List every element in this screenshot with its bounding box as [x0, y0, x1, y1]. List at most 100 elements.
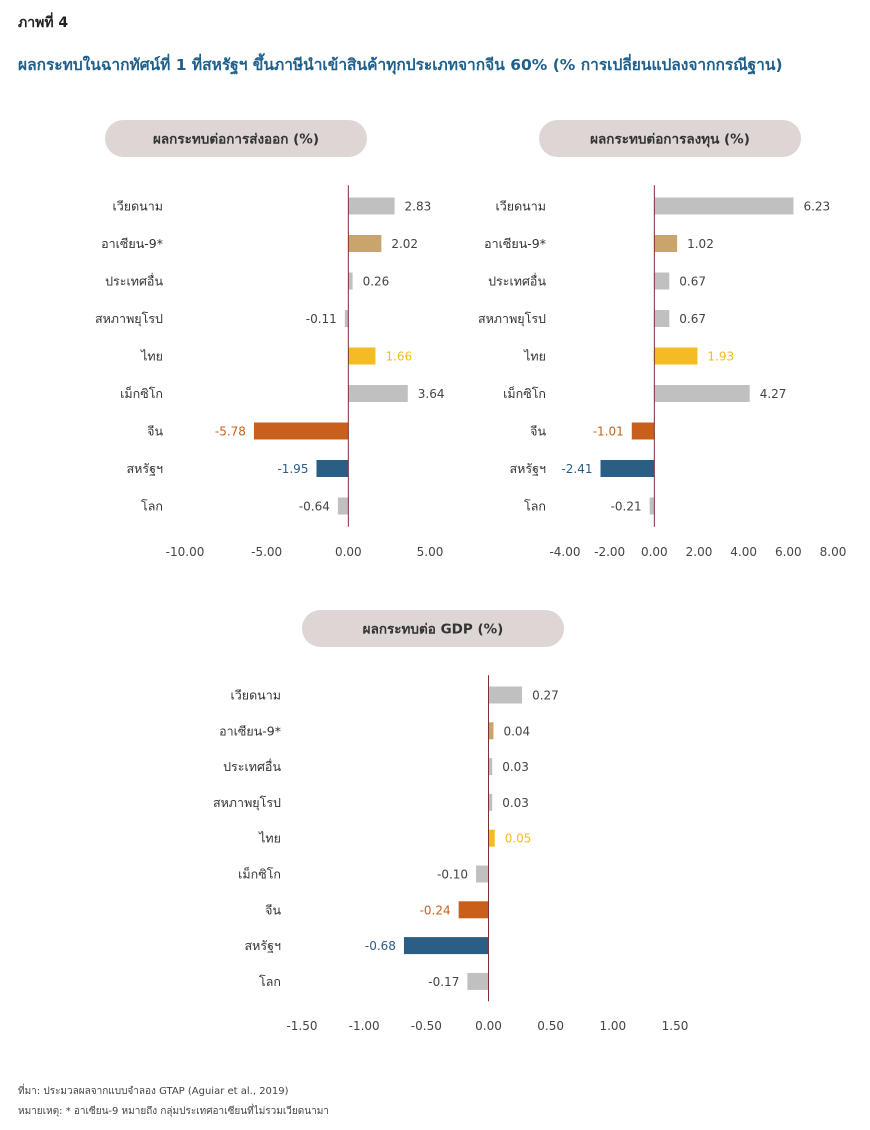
chart2-tick-label: -4.00	[549, 545, 580, 559]
chart1-category-label: สหภาพยุโรป	[95, 311, 163, 327]
chart3-value-label: 0.27	[532, 689, 559, 703]
chart1-bar	[253, 422, 349, 440]
chart3-value-label: -0.24	[420, 903, 451, 917]
chart3-bar	[403, 937, 489, 955]
chart3-bar	[488, 793, 493, 811]
chart3-bar	[458, 901, 489, 919]
chart3-category-label: จีน	[265, 902, 281, 917]
chart3-title-pill	[302, 610, 564, 647]
chart1-category-label: ประเทศอื่น	[105, 273, 163, 289]
chart1-value-label: 3.64	[418, 387, 445, 401]
chart3-value-label: 0.03	[502, 760, 529, 774]
chart1-category-label: สหรัฐฯ	[127, 461, 164, 476]
chart3-tick-label: 0.50	[537, 1019, 564, 1033]
chart3-category-label: โลก	[259, 974, 281, 989]
chart2-category-label: อาเซียน-9*	[484, 236, 546, 251]
chart1-tick-label: 5.00	[417, 545, 444, 559]
chart1-value-label: 2.83	[405, 200, 432, 214]
figure-title: ผลกระทบในฉากทัศน์ที่ 1 ที่สหรัฐฯ ขึ้นภาษ…	[18, 56, 783, 74]
chart2-category-label: สหภาพยุโรป	[478, 311, 546, 327]
chart2-value-label: -2.41	[561, 462, 592, 476]
chart2-category-label: ประเทศอื่น	[488, 273, 546, 289]
chart2-category-label: ไทย	[523, 349, 546, 364]
chart2-bar	[654, 272, 670, 290]
chart2-bar	[654, 310, 670, 327]
chart3-category-label: อาเซียน-9*	[219, 723, 281, 738]
chart3-bar	[476, 865, 489, 883]
chart3-bar	[488, 686, 523, 704]
chart3-tick-label: -1.50	[286, 1019, 317, 1033]
chart3-value-label: -0.17	[428, 975, 459, 989]
chart3-tick-label: 1.50	[662, 1019, 689, 1033]
chart3-tick-label: -0.50	[411, 1019, 442, 1033]
chart3-value-label: -0.10	[437, 868, 468, 882]
chart1-value-label: -0.11	[306, 312, 337, 326]
chart3-value-label: -0.68	[365, 939, 396, 953]
chart3-bar	[488, 722, 494, 740]
chart1-bar	[348, 272, 353, 290]
chart1-value-label: -1.95	[277, 462, 308, 476]
chart2-bar	[654, 385, 750, 402]
chart2-bar	[654, 235, 678, 252]
chart2-tick-label: -2.00	[594, 545, 625, 559]
chart1-category-label: ไทย	[140, 349, 163, 364]
chart3-bar	[488, 829, 495, 847]
chart2-title-pill	[539, 120, 801, 157]
chart2-value-label: 0.67	[679, 275, 706, 289]
source-note: ที่มา: ประมวลผลจากแบบจำลอง GTAP (Aguiar …	[18, 1086, 289, 1097]
chart1-category-label: เวียดนาม	[112, 199, 163, 214]
chart1-category-label: เม็กซิโก	[120, 386, 163, 401]
chart2-tick-label: 4.00	[730, 545, 757, 559]
chart3-title: ผลกระทบต่อ GDP (%)	[363, 622, 504, 638]
chart1-title: ผลกระทบต่อการส่งออก (%)	[153, 132, 319, 148]
chart3-value-label: 0.05	[505, 832, 532, 846]
chart3-bar	[488, 758, 493, 776]
chart1-title-pill	[105, 120, 367, 157]
chart2-value-label: -0.21	[611, 500, 642, 514]
chart1-bar	[348, 197, 395, 215]
chart1-value-label: -0.64	[299, 500, 330, 514]
chart1-bar	[337, 497, 349, 515]
chart1-value-label: 2.02	[391, 237, 418, 251]
chart2-bar	[649, 497, 655, 515]
chart1-tick-label: -10.00	[166, 545, 205, 559]
chart2-title: ผลกระทบต่อการลงทุน (%)	[590, 132, 750, 148]
chart2-bar	[654, 347, 698, 365]
chart2-tick-label: 2.00	[686, 545, 713, 559]
chart3-category-label: สหรัฐฯ	[245, 938, 282, 953]
chart1-bar	[344, 310, 349, 327]
chart3-tick-label: 1.00	[599, 1019, 626, 1033]
chart2-value-label: -1.01	[593, 425, 624, 439]
chart1-category-label: จีน	[147, 424, 163, 439]
chart1-category-label: อาเซียน-9*	[101, 236, 163, 251]
chart2-bar	[631, 422, 655, 440]
chart1-tick-label: 0.00	[335, 545, 362, 559]
chart1-bar	[348, 385, 408, 402]
chart3-category-label: เวียดนาม	[230, 688, 281, 703]
chart2-bar	[654, 197, 794, 215]
chart3-value-label: 0.03	[502, 796, 529, 810]
chart2-category-label: เม็กซิโก	[503, 386, 546, 401]
chart3-tick-label: 0.00	[475, 1019, 502, 1033]
chart2-value-label: 1.02	[687, 237, 714, 251]
chart3-category-label: เม็กซิโก	[238, 867, 281, 882]
chart2-value-label: 6.23	[803, 200, 830, 214]
chart2-category-label: จีน	[530, 424, 546, 439]
chart3-bar	[467, 972, 489, 990]
chart2-value-label: 1.93	[707, 350, 734, 364]
figure-label: ภาพที่ 4	[18, 15, 69, 31]
chart1-tick-label: -5.00	[251, 545, 282, 559]
chart2-tick-label: 0.00	[641, 545, 668, 559]
chart3-category-label: ประเทศอื่น	[223, 758, 281, 774]
chart2-value-label: 0.67	[679, 312, 706, 326]
chart3-category-label: สหภาพยุโรป	[213, 795, 281, 811]
chart1-bar	[348, 235, 382, 252]
chart1-value-label: 1.66	[385, 350, 412, 364]
chart1-bar	[348, 347, 376, 365]
chart2-category-label: สหรัฐฯ	[510, 461, 547, 476]
chart1-bar	[316, 460, 349, 477]
chart2-category-label: โลก	[524, 499, 546, 514]
chart1-value-label: 0.26	[363, 275, 390, 289]
chart3-tick-label: -1.00	[349, 1019, 380, 1033]
chart2-bar	[600, 460, 655, 477]
